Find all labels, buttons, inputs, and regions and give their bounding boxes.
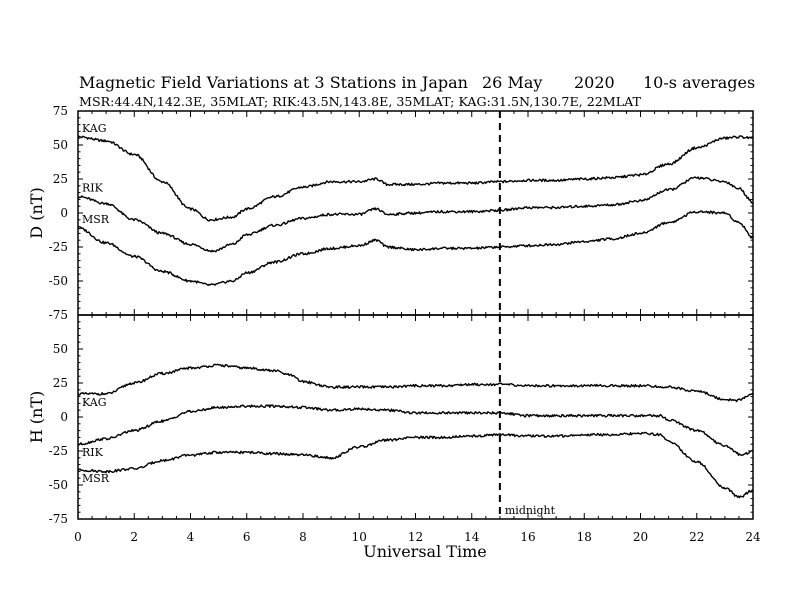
series-line-rik — [77, 404, 754, 457]
x-tick-label: 2 — [130, 530, 138, 544]
x-tick-label: 12 — [408, 530, 423, 544]
series-line-msr — [77, 431, 754, 499]
series-line-msr — [77, 210, 754, 286]
chart-averaging: 10-s averages — [643, 73, 755, 92]
y-tick-label: 25 — [53, 172, 68, 186]
x-tick-label: 18 — [577, 530, 592, 544]
x-tick-label: 24 — [745, 530, 761, 544]
chart-title: Magnetic Field Variations at 3 Stations … — [79, 73, 468, 92]
series-label-kag: KAG — [82, 396, 107, 409]
x-tick-label: 14 — [464, 530, 480, 544]
y-tick-label: -75 — [49, 512, 68, 526]
y-tick-label: 75 — [53, 104, 68, 118]
series-line-rik — [77, 176, 754, 253]
x-tick-label: 16 — [520, 530, 535, 544]
y-tick-label: 50 — [53, 342, 68, 356]
y-tick-label: 0 — [60, 206, 68, 220]
x-tick-label: 10 — [352, 530, 367, 544]
x-tick-label: 22 — [689, 530, 704, 544]
series-label-msr: MSR — [82, 213, 110, 226]
series-line-kag — [77, 135, 754, 222]
series-label-rik: RIK — [82, 446, 104, 459]
y-tick-label: -75 — [49, 308, 68, 322]
x-tick-label: 8 — [299, 530, 307, 544]
series-line-kag — [77, 363, 754, 403]
y-tick-label: 0 — [60, 410, 68, 424]
chart-year: 2020 — [574, 73, 615, 92]
x-tick-label: 20 — [633, 530, 648, 544]
d-component-panel: -75 -50 -25 0 25 50 75 KAG RIK MSR — [49, 104, 754, 322]
x-tick-label: 0 — [74, 530, 82, 544]
x-axis-title: Universal Time — [363, 542, 486, 561]
series-label-rik: RIK — [82, 182, 104, 195]
x-tick-label: 4 — [187, 530, 195, 544]
y-tick-label: -50 — [49, 274, 68, 288]
y-tick-label: -25 — [49, 444, 68, 458]
y-tick-label: -25 — [49, 240, 68, 254]
y-tick-label: -50 — [49, 478, 68, 492]
y-tick-label: 25 — [53, 376, 68, 390]
x-tick-label: 6 — [243, 530, 251, 544]
series-label-kag: KAG — [82, 122, 107, 135]
h-axis-title: H (nT) — [27, 391, 46, 444]
midnight-label: midnight — [505, 504, 556, 517]
chart-date: 26 May — [482, 73, 542, 92]
y-tick-label: 50 — [53, 138, 68, 152]
chart-subtitle: MSR:44.4N,142.3E, 35MLAT; RIK:43.5N,143.… — [79, 95, 641, 109]
d-axis-title: D (nT) — [27, 187, 46, 238]
series-label-msr: MSR — [82, 472, 110, 485]
